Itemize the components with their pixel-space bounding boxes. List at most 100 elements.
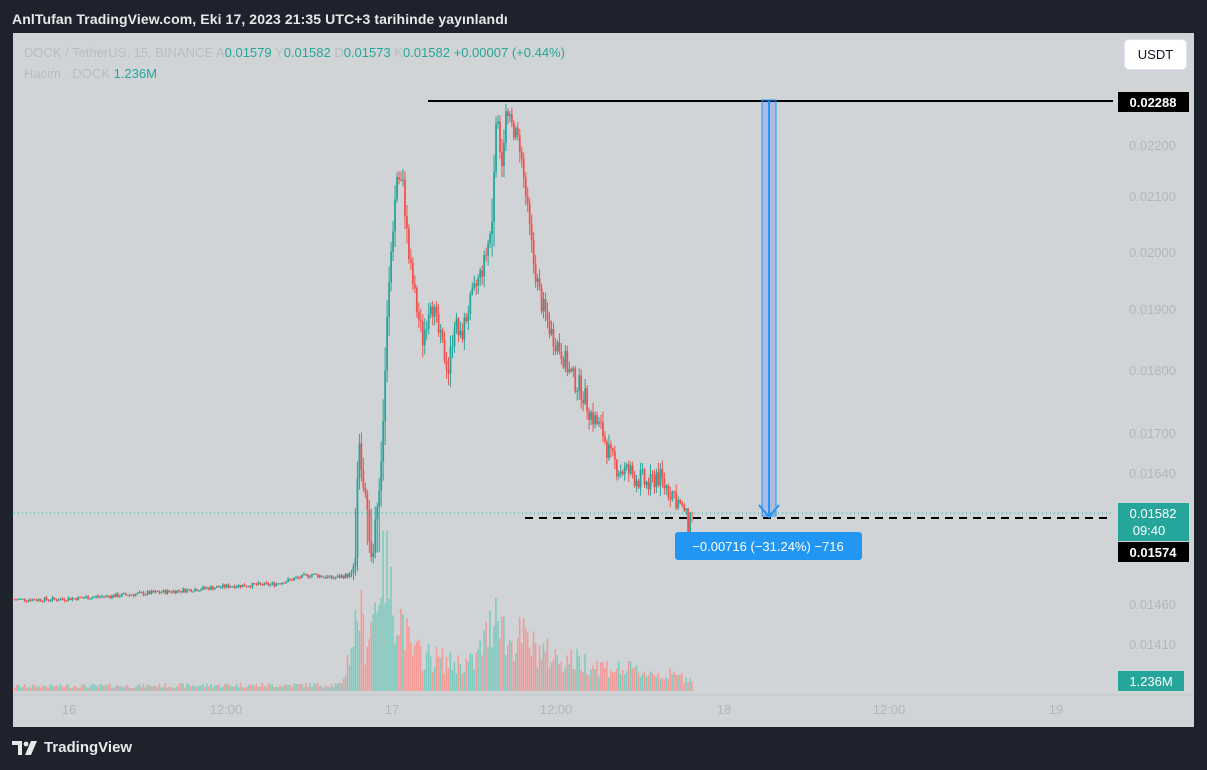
candle-body xyxy=(433,306,436,317)
candle-body xyxy=(388,282,391,317)
candle-body xyxy=(631,465,634,475)
candle-body xyxy=(417,312,420,320)
volume-bar xyxy=(340,683,343,691)
volume-bar xyxy=(14,687,16,691)
volume-bar xyxy=(566,655,569,691)
candle-body xyxy=(615,459,618,477)
candles xyxy=(14,104,693,603)
candle-body xyxy=(53,597,56,600)
volume-bar xyxy=(309,683,311,691)
candle-body xyxy=(639,469,642,488)
chart-panel[interactable] xyxy=(13,33,1194,727)
candle-body xyxy=(673,491,676,493)
candle-body xyxy=(342,575,345,579)
candle-body xyxy=(435,306,438,314)
candle-body xyxy=(160,592,163,594)
volume-tag xyxy=(1118,671,1184,691)
candle-body xyxy=(580,375,583,400)
volume-bar xyxy=(299,683,301,691)
volume-bar xyxy=(318,685,321,691)
measure-label-box xyxy=(675,532,862,560)
volume-bar xyxy=(178,683,180,691)
candle-body xyxy=(413,284,416,289)
volume-bar xyxy=(572,669,574,691)
candle-body xyxy=(657,472,660,486)
volume-bar xyxy=(516,637,519,691)
candle-body xyxy=(467,313,470,322)
volume-bar xyxy=(673,671,675,691)
volume-bar xyxy=(202,684,204,691)
candle-body xyxy=(69,597,72,600)
volume-bar xyxy=(15,684,18,691)
volume-bar xyxy=(263,686,266,691)
volume-bar xyxy=(312,683,315,691)
candle-body xyxy=(184,588,187,593)
volume-bar xyxy=(421,670,424,691)
volume-bar xyxy=(413,644,416,691)
candle-body xyxy=(136,592,139,594)
candle-body xyxy=(562,359,565,368)
volume-bar xyxy=(524,627,527,691)
volume-bar xyxy=(289,684,291,691)
volume-bar xyxy=(457,655,460,691)
volume-bar xyxy=(243,687,246,691)
candle-body xyxy=(257,582,260,585)
candle-body xyxy=(408,228,410,260)
volume-bar xyxy=(370,622,372,691)
volume-bar xyxy=(639,676,642,691)
candle-body xyxy=(669,496,672,500)
candle-body xyxy=(309,576,311,578)
volume-bar xyxy=(404,650,406,691)
volume-bar xyxy=(267,683,270,691)
candle-body xyxy=(629,465,632,474)
tradingview-brand[interactable]: TradingView xyxy=(12,739,132,756)
volume-bar xyxy=(344,675,347,691)
candle-body xyxy=(105,595,107,597)
currency-button[interactable]: USDT xyxy=(1124,39,1187,70)
candle-body xyxy=(679,499,682,504)
volume-bar xyxy=(691,681,693,691)
volume-bar xyxy=(657,672,660,691)
volume-bar xyxy=(210,684,212,691)
candle-body xyxy=(283,582,286,584)
candle-body xyxy=(491,222,493,235)
candle-body xyxy=(623,467,626,475)
candle-body xyxy=(186,589,189,593)
volume-bar xyxy=(45,686,48,691)
candle-body xyxy=(116,593,119,597)
candle-body xyxy=(27,599,30,602)
volume-bar xyxy=(633,667,636,691)
candle-body xyxy=(590,412,592,420)
x-axis: 16 12:00 17 12:00 18 12:00 19 xyxy=(62,702,1063,717)
candle-body xyxy=(598,421,600,424)
volume-bar xyxy=(427,643,430,691)
candle-body xyxy=(471,287,474,294)
volume-bar xyxy=(277,686,279,691)
volume-bar xyxy=(578,656,580,691)
symbol-label[interactable]: DOCK / TetherUS, 15, BINANCE xyxy=(24,45,214,60)
candle-body xyxy=(635,480,638,487)
candle-body xyxy=(83,597,86,599)
low-value: 0.01573 xyxy=(343,45,391,60)
candle-body xyxy=(229,586,232,588)
volume-bar xyxy=(485,621,487,691)
candle-body xyxy=(378,490,381,508)
candle-body xyxy=(390,251,392,283)
volume-bar xyxy=(136,685,139,691)
volume-bar xyxy=(386,531,388,691)
candle-body xyxy=(67,597,70,601)
candle-body xyxy=(198,590,200,592)
volume-bars xyxy=(14,531,693,691)
candle-body xyxy=(277,583,280,585)
volume-bar xyxy=(293,683,295,691)
volume-bar xyxy=(225,683,228,691)
candle-body xyxy=(77,596,80,601)
candle-body xyxy=(487,243,490,256)
candle-body xyxy=(346,574,349,577)
candle-body xyxy=(617,473,620,477)
candle-body xyxy=(376,507,379,520)
volume-bar xyxy=(75,686,77,691)
volume-bar xyxy=(479,640,481,691)
candle-body xyxy=(267,583,270,586)
